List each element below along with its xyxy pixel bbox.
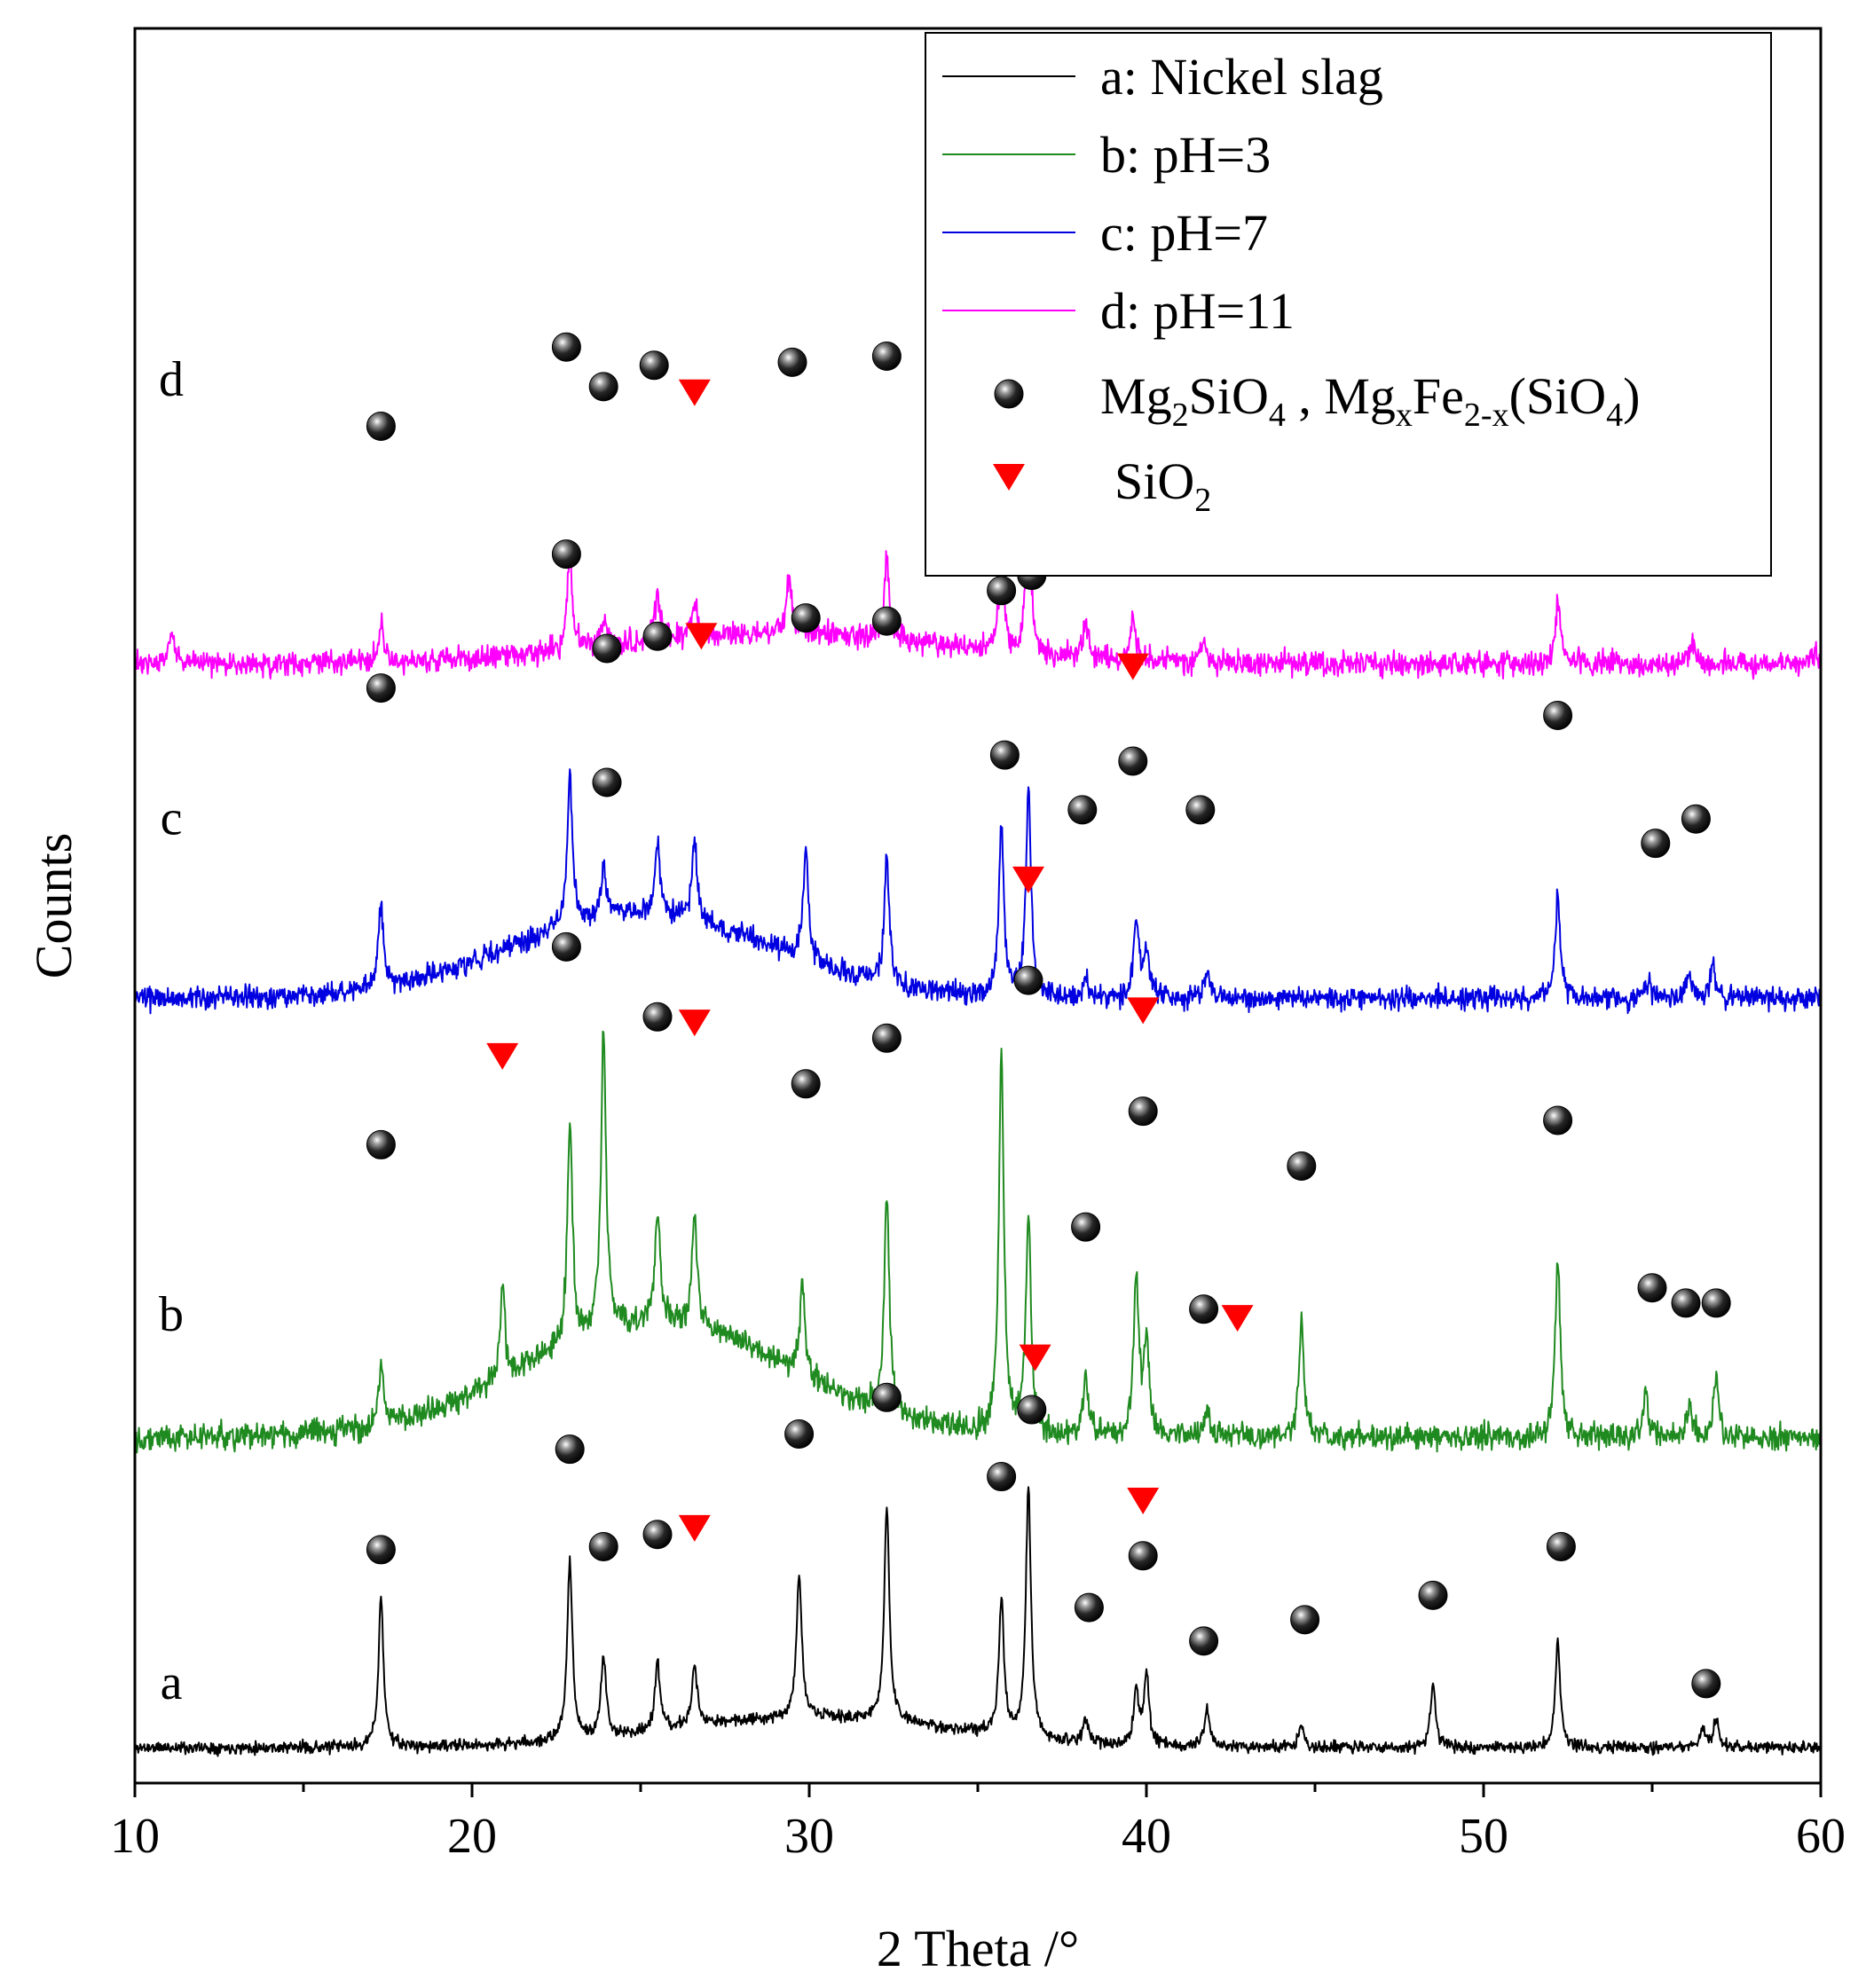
olivine-marker-b-20 (551, 931, 581, 962)
olivine-marker-a-15 (1418, 1580, 1448, 1610)
olivine-marker-a-14 (1290, 1605, 1320, 1635)
sio2-marker-a-9 (1019, 1344, 1051, 1371)
sio2-marker-b-33 (1221, 1305, 1254, 1332)
olivine-marker-c-55 (1681, 804, 1711, 834)
olivine-marker-d-61 (777, 347, 807, 377)
olivine-marker-c-42 (642, 621, 673, 651)
olivine-marker-d-58 (588, 372, 618, 402)
sio2-marker-b-27 (1012, 866, 1044, 893)
olivine-marker-a-2 (588, 1531, 618, 1561)
olivine-marker-b-32 (1189, 1294, 1219, 1324)
olivine-marker-c-53 (1543, 701, 1573, 731)
sio2-marker-b-23 (678, 1010, 711, 1037)
olivine-marker-a-10 (1074, 1592, 1104, 1623)
olivine-marker-b-38 (1701, 1288, 1731, 1318)
olivine-marker-b-24 (791, 1069, 821, 1099)
x-tick-label-40: 40 (1122, 1809, 1171, 1864)
x-tick-label-10: 10 (110, 1809, 160, 1864)
olivine-marker-b-34 (1287, 1151, 1317, 1181)
sio2-marker-c-43 (685, 623, 718, 650)
olivine-marker-c-54 (1641, 829, 1671, 859)
olivine-marker-a-13 (1189, 1626, 1219, 1656)
series-layer (135, 492, 1821, 1757)
x-tick-label-20: 20 (447, 1809, 497, 1864)
olivine-marker-b-21 (592, 767, 622, 798)
olivine-marker-b-31 (1128, 1096, 1158, 1127)
olivine-marker-d-59 (639, 350, 669, 381)
curve-label-b: b (159, 1287, 184, 1342)
olivine-marker-b-36 (1637, 1273, 1667, 1303)
x-axis-label: 2 Theta /° (877, 1920, 1079, 1977)
olivine-marker-c-44 (791, 603, 821, 633)
curve-label-layer: a b c d (159, 352, 184, 1710)
olivine-marker-b-25 (871, 1023, 902, 1053)
sio2-marker-d-60 (678, 379, 711, 406)
legend-label-olivine: Mg2SiO4 , MgxFe2-x(SiO4) (1100, 367, 1640, 434)
olivine-marker-b-28 (1013, 965, 1043, 995)
olivine-marker-a-16 (1546, 1531, 1576, 1561)
olivine-marker-c-45 (871, 606, 902, 636)
olivine-marker-a-7 (987, 1462, 1017, 1492)
curve-label-c: c (161, 790, 183, 845)
olivine-marker-d-56 (366, 411, 396, 441)
olivine-marker-a-17 (1691, 1669, 1721, 1699)
olivine-marker-a-11 (1128, 1541, 1158, 1571)
olivine-marker-a-1 (555, 1434, 585, 1465)
legend-label-c: c: pH=7 (1100, 204, 1268, 262)
olivine-marker-a-6 (871, 1382, 902, 1412)
olivine-marker-c-40 (551, 539, 581, 570)
x-tick-label-50: 50 (1459, 1809, 1508, 1864)
sio2-marker-a-12 (1127, 1487, 1160, 1514)
sio2-marker-b-30 (1127, 997, 1160, 1025)
series-a-line (135, 1486, 1821, 1757)
olivine-marker-b-26 (989, 740, 1020, 770)
series-c-line (135, 768, 1821, 1015)
olivine-marker-c-46 (987, 576, 1017, 606)
y-axis-label: Counts (25, 833, 83, 978)
legend-sio2-marker (993, 464, 1025, 491)
olivine-marker-d-62 (871, 342, 902, 372)
olivine-marker-a-0 (366, 1535, 396, 1565)
olivine-marker-a-5 (784, 1418, 815, 1449)
legend-label-b: b: pH=3 (1100, 126, 1271, 184)
olivine-marker-b-37 (1671, 1288, 1701, 1318)
series-d-line (135, 492, 1821, 680)
olivine-marker-c-39 (366, 673, 396, 703)
olivine-marker-b-29 (1071, 1212, 1101, 1242)
olivine-marker-a-8 (1017, 1395, 1047, 1425)
series-b-line (135, 1030, 1821, 1454)
legend-box (925, 32, 1772, 577)
olivine-marker-c-41 (592, 633, 622, 664)
olivine-marker-c-51 (1118, 746, 1148, 776)
legend-label-d: d: pH=11 (1100, 282, 1295, 340)
olivine-marker-c-52 (1185, 795, 1216, 825)
olivine-marker-a-3 (642, 1520, 673, 1550)
sio2-marker-c-50 (1116, 653, 1149, 680)
sio2-marker-a-4 (678, 1514, 711, 1542)
olivine-marker-b-18 (366, 1129, 396, 1159)
olivine-marker-b-35 (1543, 1105, 1573, 1135)
x-tick-label-60: 60 (1796, 1809, 1846, 1864)
curve-label-d: d (159, 352, 184, 407)
legend: a: Nickel slag b: pH=3 c: pH=7 d: pH=11 Mg2S… (925, 32, 1772, 577)
legend-label-a: a: Nickel slag (1100, 48, 1383, 106)
olivine-marker-c-49 (1067, 795, 1098, 825)
curve-label-a: a (161, 1655, 183, 1710)
legend-label-sio2: SiO2 (1114, 452, 1211, 519)
x-axis-ticks: 10 20 30 40 50 60 (110, 1783, 1846, 1864)
x-tick-label-30: 30 (784, 1809, 834, 1864)
olivine-marker-b-22 (642, 1002, 673, 1032)
olivine-marker-d-57 (551, 332, 581, 362)
sio2-marker-b-19 (486, 1042, 519, 1070)
legend-olivine-marker (994, 379, 1024, 409)
